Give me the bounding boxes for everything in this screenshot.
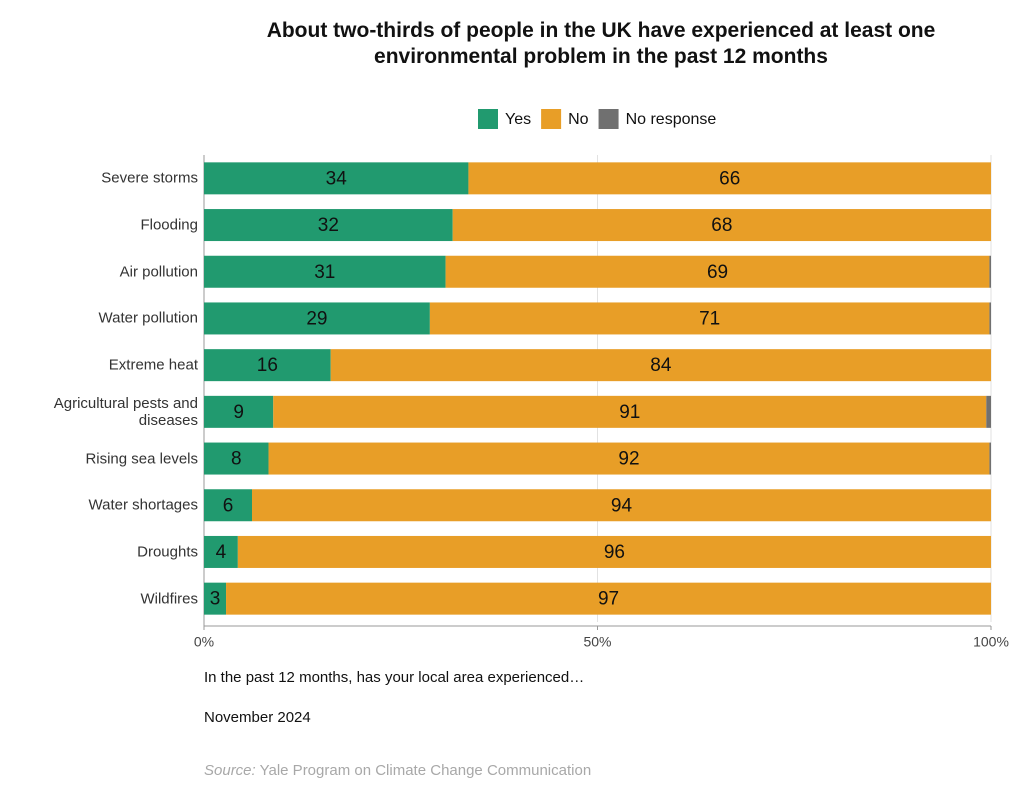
x-tick-label: 0%: [194, 634, 214, 650]
data-label: 68: [711, 215, 732, 236]
data-label: 69: [707, 262, 728, 283]
source-text: Yale Program on Climate Change Communica…: [259, 762, 592, 779]
y-tick-label: Water pollution: [98, 309, 199, 327]
bar-segment: [429, 302, 990, 335]
y-tick-label: Agricultural pests and diseases: [53, 394, 198, 429]
bar-segment: [204, 442, 269, 475]
data-label: 91: [619, 402, 640, 423]
bar-segment: [252, 489, 991, 522]
y-tick-label: Flooding: [140, 216, 198, 234]
data-label: 8: [231, 449, 242, 470]
x-tick-label: 100%: [973, 634, 1009, 650]
y-tick-label: Wildfires: [140, 590, 198, 608]
y-tick-label: Water shortages: [88, 496, 199, 514]
bar-segment: [204, 489, 253, 522]
legend-label: No: [568, 111, 589, 128]
data-label: 31: [314, 262, 335, 283]
data-label: 96: [604, 542, 625, 563]
y-tick-label: Rising sea levels: [85, 450, 198, 468]
data-label: 3: [210, 589, 221, 610]
data-label: 71: [699, 308, 720, 329]
bar-segment: [989, 442, 991, 475]
data-label: 16: [257, 355, 278, 376]
y-tick-label: Air pollution: [119, 263, 198, 281]
title-line: environmental problem in the past 12 mon…: [374, 45, 828, 68]
source: Source: Yale Program on Climate Change C…: [204, 762, 591, 779]
data-label: 66: [719, 168, 740, 189]
data-label: 29: [306, 308, 327, 329]
chart-title: About two-thirds of people in the UK hav…: [267, 19, 936, 68]
bar-segment: [204, 395, 274, 428]
bar-segment: [204, 535, 238, 568]
source-label: Source:: [204, 762, 256, 779]
legend-label: No response: [626, 111, 717, 128]
bar-segment: [268, 442, 990, 475]
bar-segment: [989, 302, 991, 335]
legend-swatch: [541, 109, 562, 129]
title-line: About two-thirds of people in the UK hav…: [267, 19, 936, 42]
bar-segment: [986, 395, 991, 428]
data-label: 34: [326, 168, 348, 189]
y-tick-label: Extreme heat: [108, 356, 198, 374]
data-label: 6: [223, 495, 234, 516]
data-label: 9: [233, 402, 244, 423]
data-label: 97: [598, 589, 619, 610]
bar-segment: [204, 582, 227, 615]
legend-swatch: [598, 109, 619, 129]
bar-segment: [226, 582, 991, 615]
date: November 2024: [204, 709, 311, 726]
bar-segment: [330, 349, 991, 382]
bar-segment: [989, 255, 991, 288]
bar-segment: [445, 255, 990, 288]
bar-segment: [452, 209, 991, 242]
question: In the past 12 months, has your local ar…: [204, 669, 585, 686]
bar-segment: [237, 535, 991, 568]
bar-segment: [204, 349, 331, 382]
data-label: 32: [318, 215, 339, 236]
bar-segment: [273, 395, 987, 428]
bar-segment: [204, 255, 446, 288]
legend-label: Yes: [505, 111, 531, 128]
data-label: 84: [650, 355, 672, 376]
x-tick-label: 50%: [583, 634, 611, 650]
legend-swatch: [478, 109, 498, 129]
data-label: 92: [618, 449, 639, 470]
data-label: 4: [216, 542, 227, 563]
bar-segment: [468, 162, 991, 195]
y-tick-label: Severe storms: [101, 169, 198, 187]
bar-segment: [204, 162, 469, 195]
bar-segment: [204, 302, 430, 335]
bar-segment: [204, 209, 453, 242]
y-tick-label: Droughts: [137, 543, 198, 561]
data-label: 94: [611, 495, 633, 516]
